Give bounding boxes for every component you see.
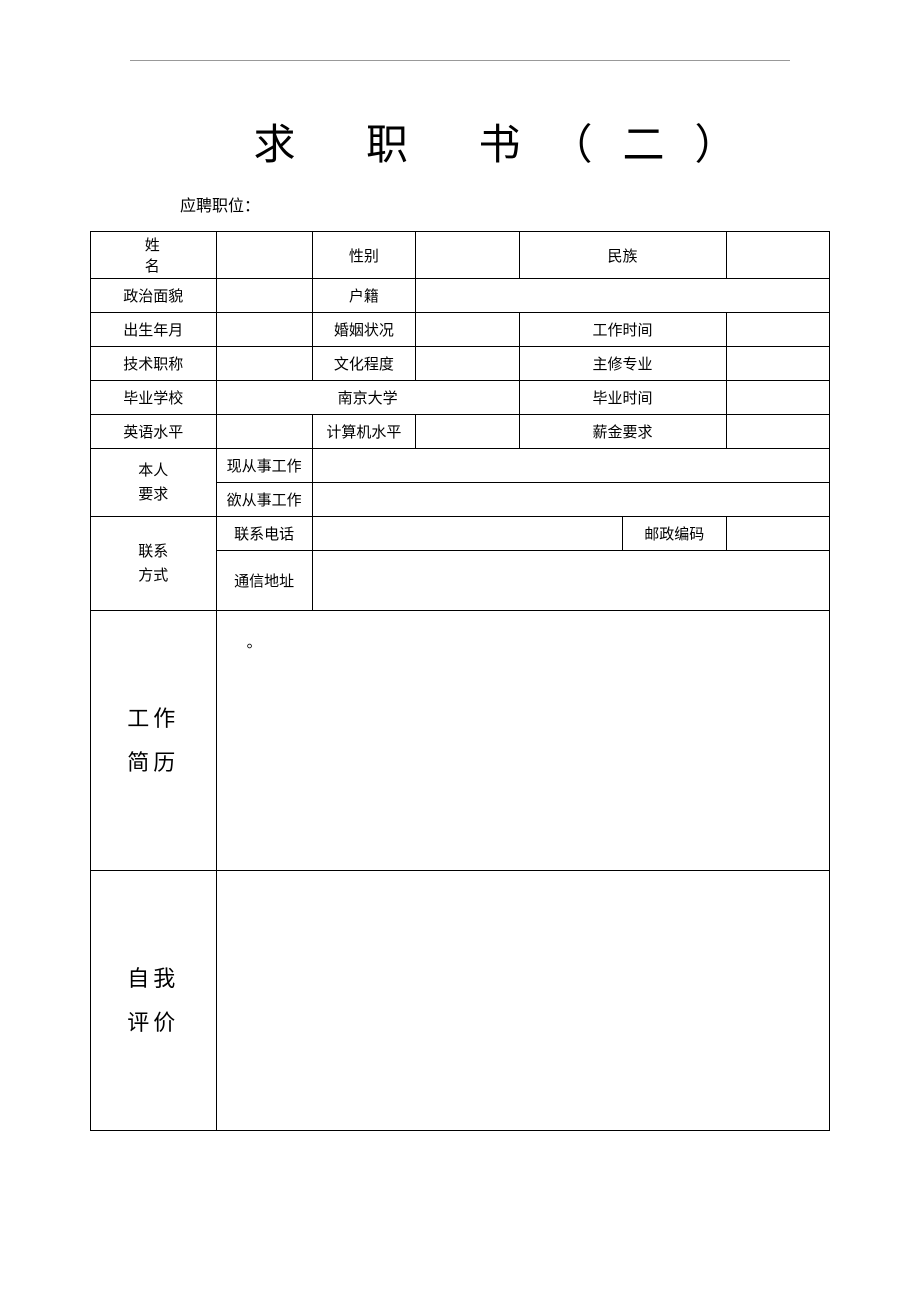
- label-selfeval-2: 评价: [127, 1010, 179, 1035]
- label-postcode: 邮政编码: [623, 517, 726, 551]
- value-marital: [416, 313, 519, 347]
- label-major: 主修专业: [519, 347, 726, 381]
- value-techtitle: [216, 347, 312, 381]
- value-address: [312, 551, 829, 611]
- label-education: 文化程度: [312, 347, 415, 381]
- value-workhistory: 。: [216, 611, 829, 871]
- value-major: [726, 347, 830, 381]
- label-techtitle: 技术职称: [91, 347, 217, 381]
- value-gender: [416, 232, 519, 279]
- table-row: 联系 方式 联系电话 邮政编码: [91, 517, 830, 551]
- value-ethnicity: [726, 232, 830, 279]
- label-address: 通信地址: [216, 551, 312, 611]
- table-row: 技术职称 文化程度 主修专业: [91, 347, 830, 381]
- value-name: [216, 232, 312, 279]
- header-rule: [130, 60, 790, 61]
- label-workhistory-2: 简历: [127, 750, 179, 775]
- label-hukou: 户籍: [312, 279, 415, 313]
- value-wantedwork: [312, 483, 829, 517]
- label-workhistory: 工作 简历: [91, 611, 217, 871]
- label-contact-2: 方式: [138, 568, 168, 584]
- value-selfeval: [216, 871, 829, 1131]
- table-row: 政治面貌 户籍: [91, 279, 830, 313]
- value-phone: [312, 517, 622, 551]
- table-row: 姓 名 性别 民族: [91, 232, 830, 279]
- table-row: 出生年月 婚姻状况 工作时间: [91, 313, 830, 347]
- table-row: 工作 简历 。: [91, 611, 830, 871]
- label-english: 英语水平: [91, 415, 217, 449]
- value-computer: [416, 415, 519, 449]
- value-currentwork: [312, 449, 829, 483]
- value-political: [216, 279, 312, 313]
- table-row: 毕业学校 南京大学 毕业时间: [91, 381, 830, 415]
- label-selfeval-1: 自我: [127, 966, 179, 991]
- label-gender: 性别: [312, 232, 415, 279]
- value-gradtime: [726, 381, 830, 415]
- label-birth: 出生年月: [91, 313, 217, 347]
- table-row: 本人 要求 现从事工作: [91, 449, 830, 483]
- label-contact: 联系 方式: [91, 517, 217, 611]
- label-selfreq-1: 本人: [138, 463, 168, 479]
- value-salary: [726, 415, 830, 449]
- table-row: 自我 评价: [91, 871, 830, 1131]
- label-computer: 计算机水平: [312, 415, 415, 449]
- label-school: 毕业学校: [91, 381, 217, 415]
- label-selfeval: 自我 评价: [91, 871, 217, 1131]
- label-marital: 婚姻状况: [312, 313, 415, 347]
- label-contact-1: 联系: [138, 544, 168, 560]
- page-title: 求 职 书（二）: [90, 111, 830, 172]
- value-education: [416, 347, 519, 381]
- value-school: 南京大学: [216, 381, 519, 415]
- label-phone: 联系电话: [216, 517, 312, 551]
- label-gradtime: 毕业时间: [519, 381, 726, 415]
- label-ethnicity: 民族: [519, 232, 726, 279]
- position-label: 应聘职位：: [180, 192, 830, 216]
- value-hukou: [416, 279, 830, 313]
- label-workhistory-1: 工作: [127, 706, 179, 731]
- document-page: 求 职 书（二） 应聘职位： 姓 名 性别 民族 政治面貌 户籍 出生年: [0, 0, 920, 1191]
- label-selfreq: 本人 要求: [91, 449, 217, 517]
- resume-table: 姓 名 性别 民族 政治面貌 户籍 出生年月 婚姻状况 工作时间 技术职称 文化…: [90, 231, 830, 1131]
- label-salary: 薪金要求: [519, 415, 726, 449]
- value-birth: [216, 313, 312, 347]
- label-worktime: 工作时间: [519, 313, 726, 347]
- label-name: 姓 名: [91, 232, 217, 279]
- label-selfreq-2: 要求: [138, 487, 168, 503]
- value-postcode: [726, 517, 830, 551]
- table-row: 英语水平 计算机水平 薪金要求: [91, 415, 830, 449]
- value-worktime: [726, 313, 830, 347]
- value-english: [216, 415, 312, 449]
- label-political: 政治面貌: [91, 279, 217, 313]
- label-currentwork: 现从事工作: [216, 449, 312, 483]
- label-wantedwork: 欲从事工作: [216, 483, 312, 517]
